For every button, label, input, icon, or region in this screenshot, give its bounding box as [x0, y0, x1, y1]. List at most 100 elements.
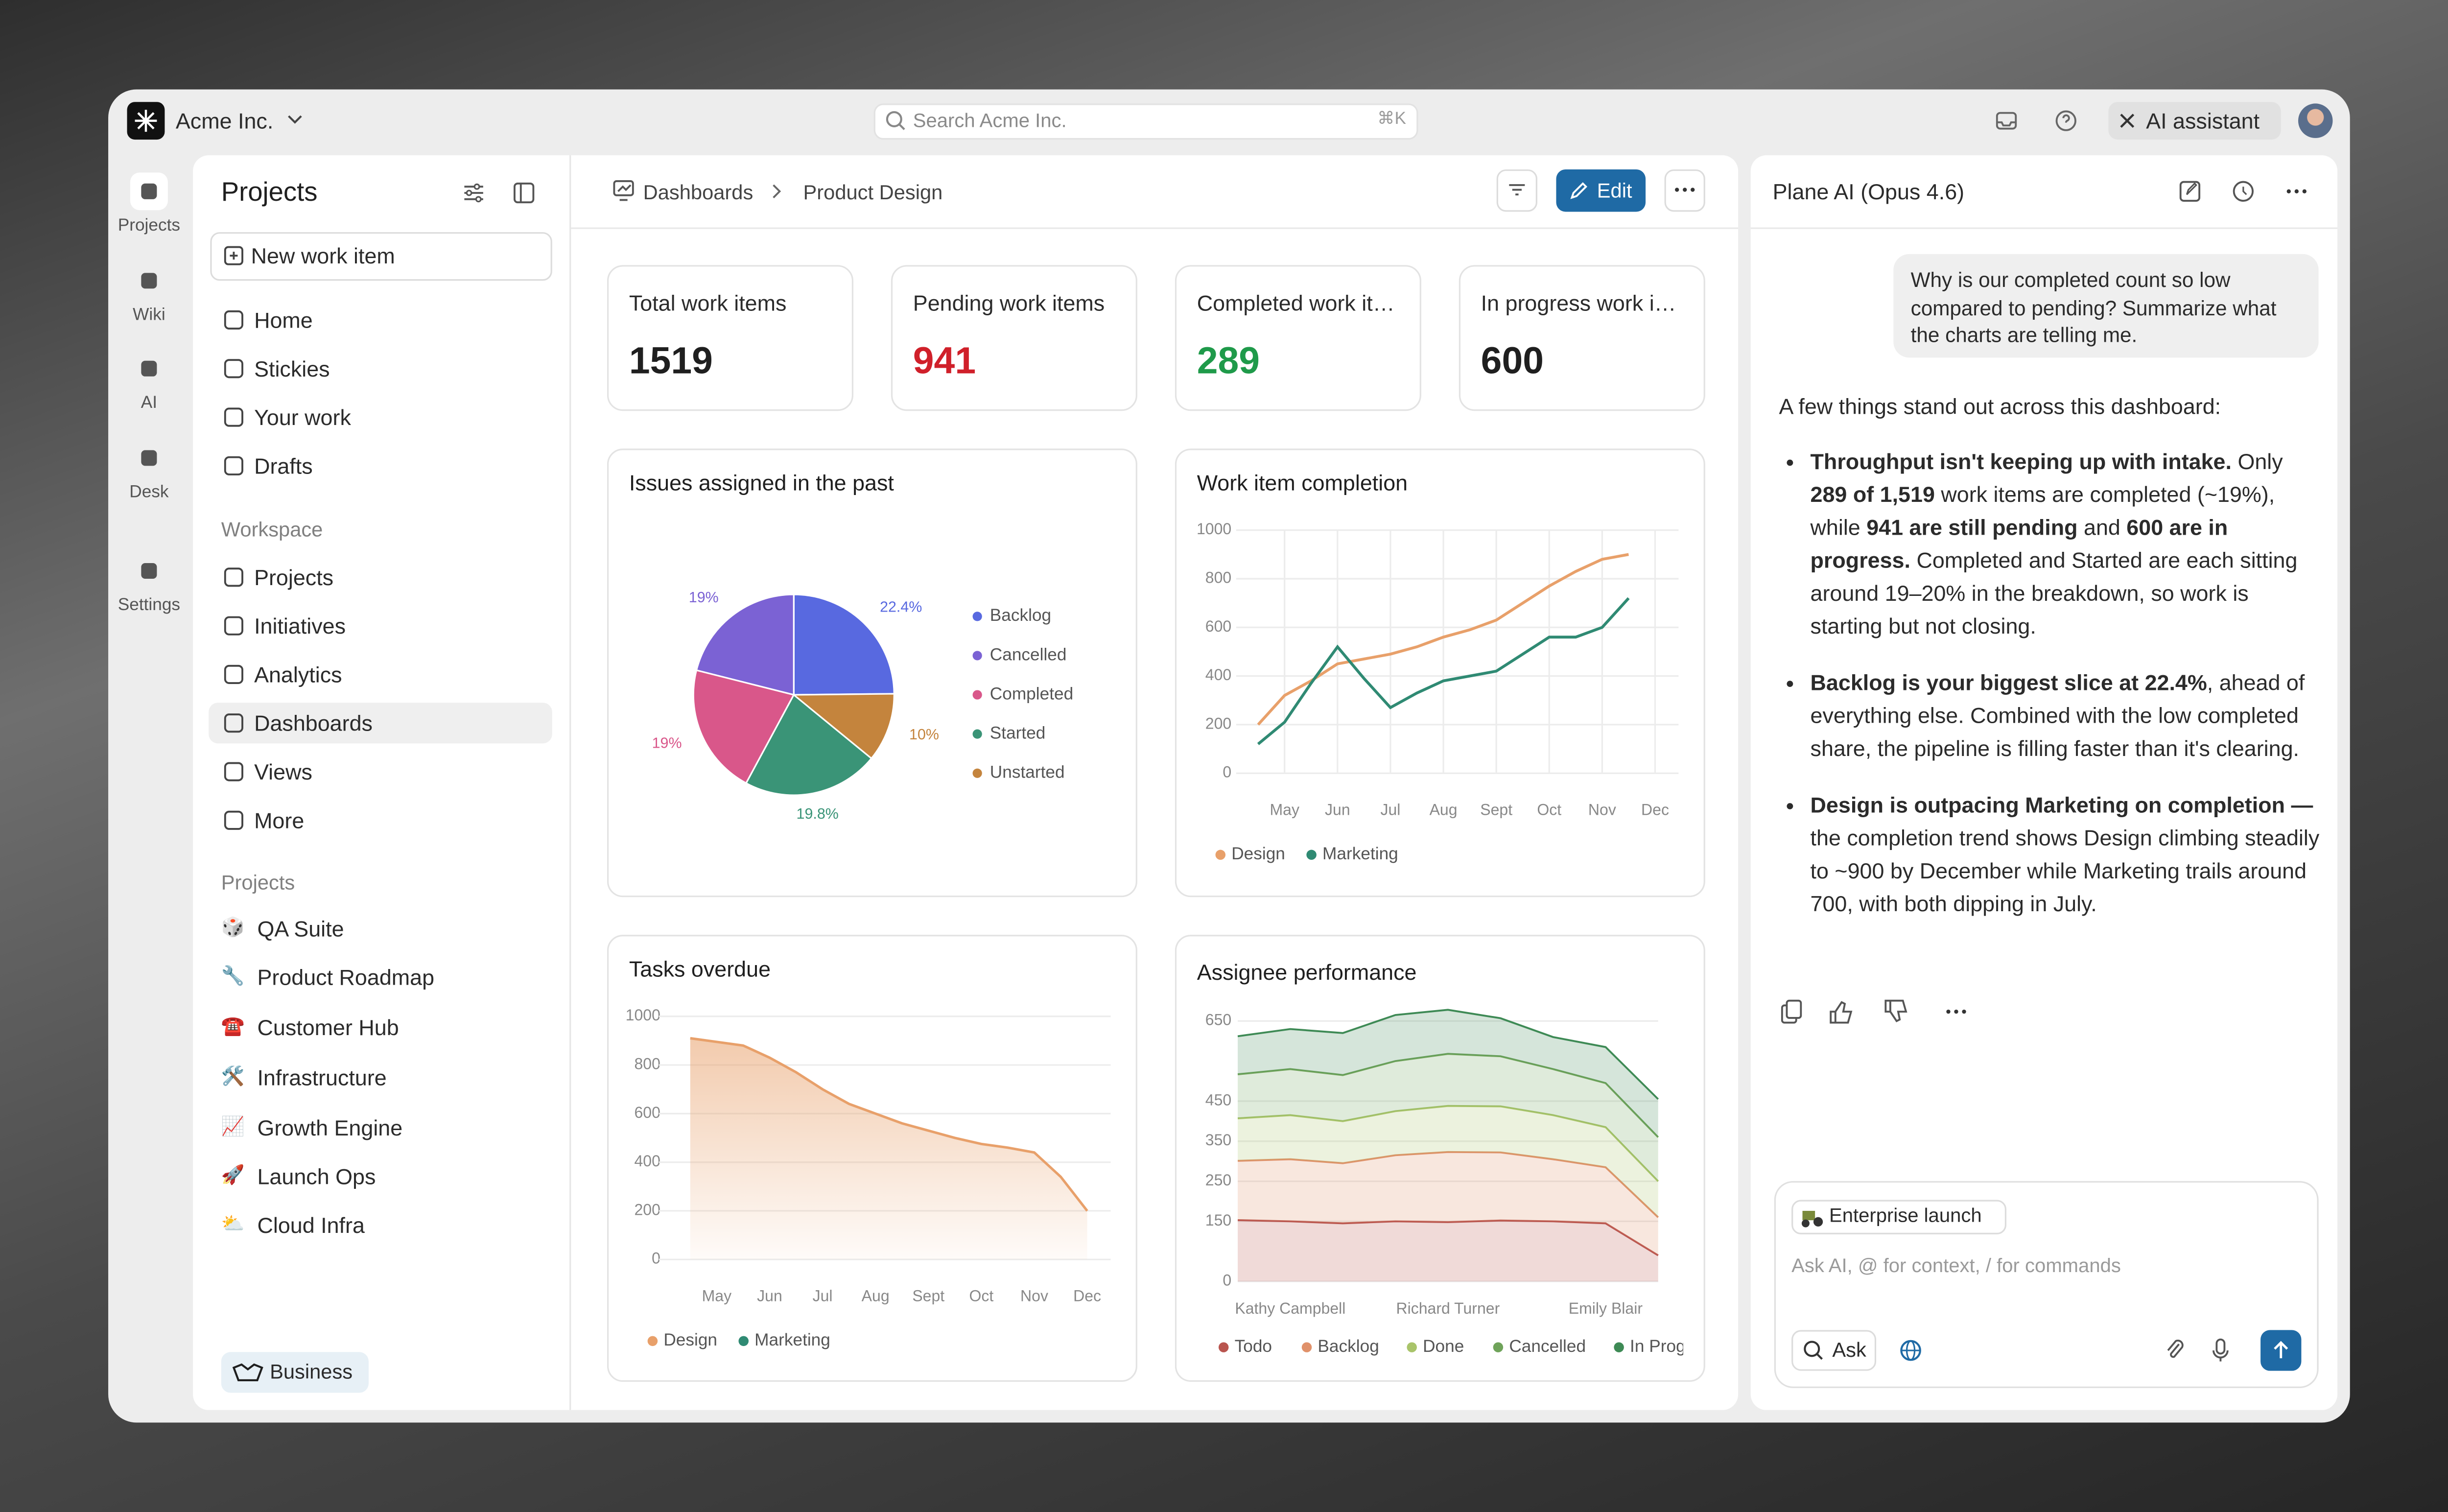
- y-tick-label: 350: [1205, 1131, 1231, 1149]
- ask-label: Ask: [1832, 1338, 1866, 1362]
- inbox-icon[interactable]: [1994, 108, 2019, 133]
- rail-label[interactable]: Settings: [118, 596, 181, 615]
- legend-dot: [1407, 1342, 1417, 1352]
- pie-slice: [793, 593, 895, 696]
- project-item[interactable]: Customer Hub: [257, 1015, 399, 1040]
- nav-item[interactable]: Initiatives: [254, 613, 346, 638]
- stat-value: 289: [1197, 340, 1260, 383]
- chart-card: [1175, 449, 1705, 898]
- rail-icon[interactable]: [138, 270, 160, 292]
- pie-slice: [791, 693, 895, 760]
- nav-icon: [224, 310, 243, 330]
- nav-icon: [224, 616, 243, 636]
- nav-icon: [224, 664, 243, 684]
- project-item[interactable]: Launch Ops: [257, 1163, 376, 1189]
- chip-label: Enterprise launch: [1829, 1205, 1982, 1227]
- x-tick-label: Aug: [1430, 801, 1458, 819]
- ai-intro: A few things stand out across this dashb…: [1779, 394, 2221, 419]
- ai-response: Throughput isn't keeping up with intake.…: [1779, 446, 2320, 945]
- project-icon: 🛠️: [221, 1065, 245, 1087]
- message-actions[interactable]: [1777, 997, 1974, 1026]
- help-icon[interactable]: [2053, 108, 2078, 133]
- rail-label[interactable]: Projects: [118, 216, 181, 236]
- nav-item[interactable]: Dashboards: [254, 710, 373, 736]
- sidebar-title: Projects: [221, 177, 318, 207]
- more-button[interactable]: [1664, 169, 1705, 212]
- rail-label[interactable]: AI: [141, 394, 158, 413]
- nav-item[interactable]: Views: [254, 759, 312, 784]
- composer[interactable]: [1774, 1181, 2319, 1388]
- nav-icon: [224, 810, 243, 830]
- chart-card: [1175, 935, 1705, 1382]
- stat-label: Completed work it…: [1197, 290, 1395, 315]
- project-item[interactable]: Cloud Infra: [257, 1212, 365, 1238]
- legend-dot: [972, 651, 982, 661]
- y-tick-label: 400: [1205, 666, 1231, 684]
- pie-label: 19.8%: [797, 805, 839, 822]
- nav-item[interactable]: Drafts: [254, 453, 313, 479]
- y-tick-label: 250: [1205, 1171, 1231, 1189]
- more-icon: [1675, 188, 1695, 192]
- ask-button[interactable]: [1791, 1330, 1877, 1371]
- y-tick-label: 400: [634, 1152, 660, 1170]
- ai-title: Plane AI (Opus 4.6): [1772, 179, 1965, 204]
- nav-item[interactable]: Projects: [254, 565, 334, 590]
- pie-label: 10%: [909, 726, 939, 743]
- legend-label: In Progress: [1630, 1337, 1718, 1356]
- search-box[interactable]: [873, 103, 1418, 140]
- nav-item[interactable]: Analytics: [254, 662, 342, 687]
- rail-icon[interactable]: [138, 357, 160, 379]
- project-item[interactable]: Product Roadmap: [257, 965, 435, 990]
- legend-label: Cancelled: [990, 645, 1067, 664]
- project-icon: ☎️: [221, 1015, 245, 1037]
- ai-header-icons[interactable]: [2177, 179, 2318, 204]
- web-icon[interactable]: [1898, 1338, 1923, 1363]
- nav-item[interactable]: Stickies: [254, 356, 330, 381]
- ask-icon: [1804, 1341, 1823, 1360]
- chart-title: Work item completion: [1197, 471, 1408, 496]
- filter-icon: [1509, 184, 1525, 196]
- rail-icon[interactable]: [138, 560, 160, 582]
- rail-icon[interactable]: [138, 447, 160, 469]
- text: Only: [2231, 449, 2283, 474]
- legend-label: Unstarted: [990, 763, 1065, 782]
- ai-assistant-button[interactable]: [2108, 102, 2281, 140]
- area-line: [1237, 1009, 1659, 1100]
- legend-dot: [972, 729, 982, 739]
- stat-value: 941: [913, 340, 976, 383]
- breadcrumb[interactable]: Dashboards: [643, 180, 753, 204]
- legend-label: Started: [990, 723, 1046, 742]
- plan-badge[interactable]: [221, 1352, 369, 1393]
- filter-icon[interactable]: [461, 180, 486, 205]
- pie-label: 19%: [652, 735, 682, 752]
- breadcrumb-separator: [773, 184, 781, 198]
- search-shortcut: ⌘K: [1377, 110, 1406, 129]
- avatar[interactable]: [2298, 103, 2333, 138]
- sidebar-toggle[interactable]: [512, 180, 537, 205]
- project-item[interactable]: Infrastructure: [257, 1065, 387, 1090]
- nav-item[interactable]: More: [254, 807, 305, 833]
- context-chip[interactable]: [1791, 1200, 2007, 1234]
- rail-label[interactable]: Wiki: [133, 306, 165, 325]
- new-work-item-label: New work item: [251, 243, 395, 268]
- line: [1257, 553, 1629, 726]
- nav-item[interactable]: Your work: [254, 404, 351, 430]
- project-item[interactable]: QA Suite: [257, 916, 344, 941]
- text: and: [2077, 514, 2127, 540]
- composer-icons[interactable]: [2162, 1338, 2234, 1363]
- workspace-name[interactable]: Acme Inc.: [175, 108, 274, 134]
- stat-card: [607, 265, 854, 411]
- rail-label[interactable]: Desk: [129, 483, 169, 502]
- new-work-item-button[interactable]: [210, 232, 552, 281]
- legend-label: Design: [1231, 844, 1285, 863]
- nav-item[interactable]: Home: [254, 307, 313, 333]
- stacked-area: [1238, 1106, 1658, 1218]
- filter-button[interactable]: [1496, 169, 1538, 212]
- y-tick-label: 600: [1205, 617, 1231, 635]
- rail-icon[interactable]: [138, 180, 160, 202]
- pie-label: 22.4%: [880, 598, 922, 615]
- edit-button[interactable]: [1556, 169, 1646, 212]
- project-item[interactable]: Growth Engine: [257, 1115, 403, 1140]
- chip-icon: [1801, 1210, 1823, 1228]
